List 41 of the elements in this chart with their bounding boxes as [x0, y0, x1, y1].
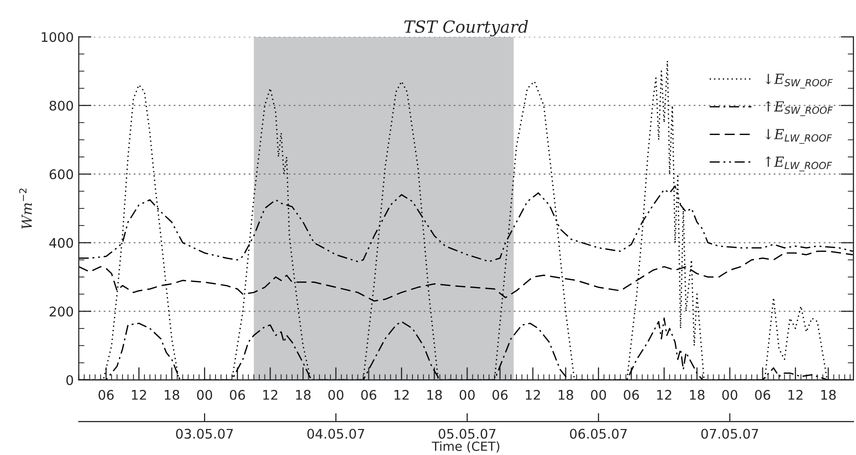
- x-tick-label: 00: [722, 390, 738, 400]
- legend-label: ↑E$_{LW_ROOF}$: [765, 156, 832, 172]
- x-tick-label: 06: [361, 390, 376, 400]
- x-tick-label: 12: [657, 390, 672, 400]
- x2-tick-label: 05.05.07: [438, 428, 496, 439]
- x-tick-label: 00: [460, 390, 475, 400]
- x-tick-label: 18: [427, 390, 442, 400]
- x2-tick-label: 06.05.07: [570, 428, 627, 439]
- y-tick-label: 1000: [42, 32, 74, 42]
- x-tick-label: 18: [558, 390, 574, 400]
- legend-label: ↑E$_{SW_ROOF}$: [765, 101, 833, 116]
- x-tick-label: 12: [788, 390, 803, 400]
- y-axis-title: Wm$^{−2}$: [19, 188, 32, 229]
- chart-title: TST Courtyard: [404, 20, 528, 36]
- x2-tick-label: 04.05.07: [307, 428, 364, 439]
- y-tick-label: 800: [50, 100, 74, 111]
- x-tick-label: 18: [296, 390, 311, 400]
- x-axis-title: Time (CET): [432, 441, 500, 452]
- x-tick-label: 12: [526, 390, 540, 400]
- x-tick-label: 00: [328, 390, 344, 400]
- x-tick-label: 06: [230, 390, 245, 400]
- legend-label: ↓E$_{LW_ROOF}$: [765, 129, 832, 144]
- x-tick-label: 12: [263, 390, 278, 400]
- x-tick-label: 18: [164, 390, 180, 400]
- x2-tick-label: 07.05.07: [701, 428, 758, 439]
- y-tick-label: 400: [49, 238, 74, 248]
- x-tick-label: 12: [132, 390, 146, 400]
- y-tick-label: 0: [66, 375, 74, 386]
- x-tick-label: 00: [590, 390, 606, 400]
- x-tick-label: 06: [98, 390, 114, 400]
- x-tick-label: 06: [624, 390, 639, 400]
- x-tick-label: 06: [492, 390, 508, 400]
- x-tick-label: 18: [690, 390, 704, 400]
- y-tick-label: 200: [50, 306, 74, 317]
- x-tick-label: 18: [821, 390, 836, 400]
- x-tick-label: 06: [755, 390, 770, 400]
- x-tick-label: 00: [197, 390, 212, 400]
- y-tick-label: 600: [50, 169, 74, 180]
- legend-label: ↓E$_{SW_ROOF}$: [765, 74, 833, 88]
- x-tick-label: 12: [394, 390, 409, 400]
- x2-tick-label: 03.05.07: [176, 428, 233, 439]
